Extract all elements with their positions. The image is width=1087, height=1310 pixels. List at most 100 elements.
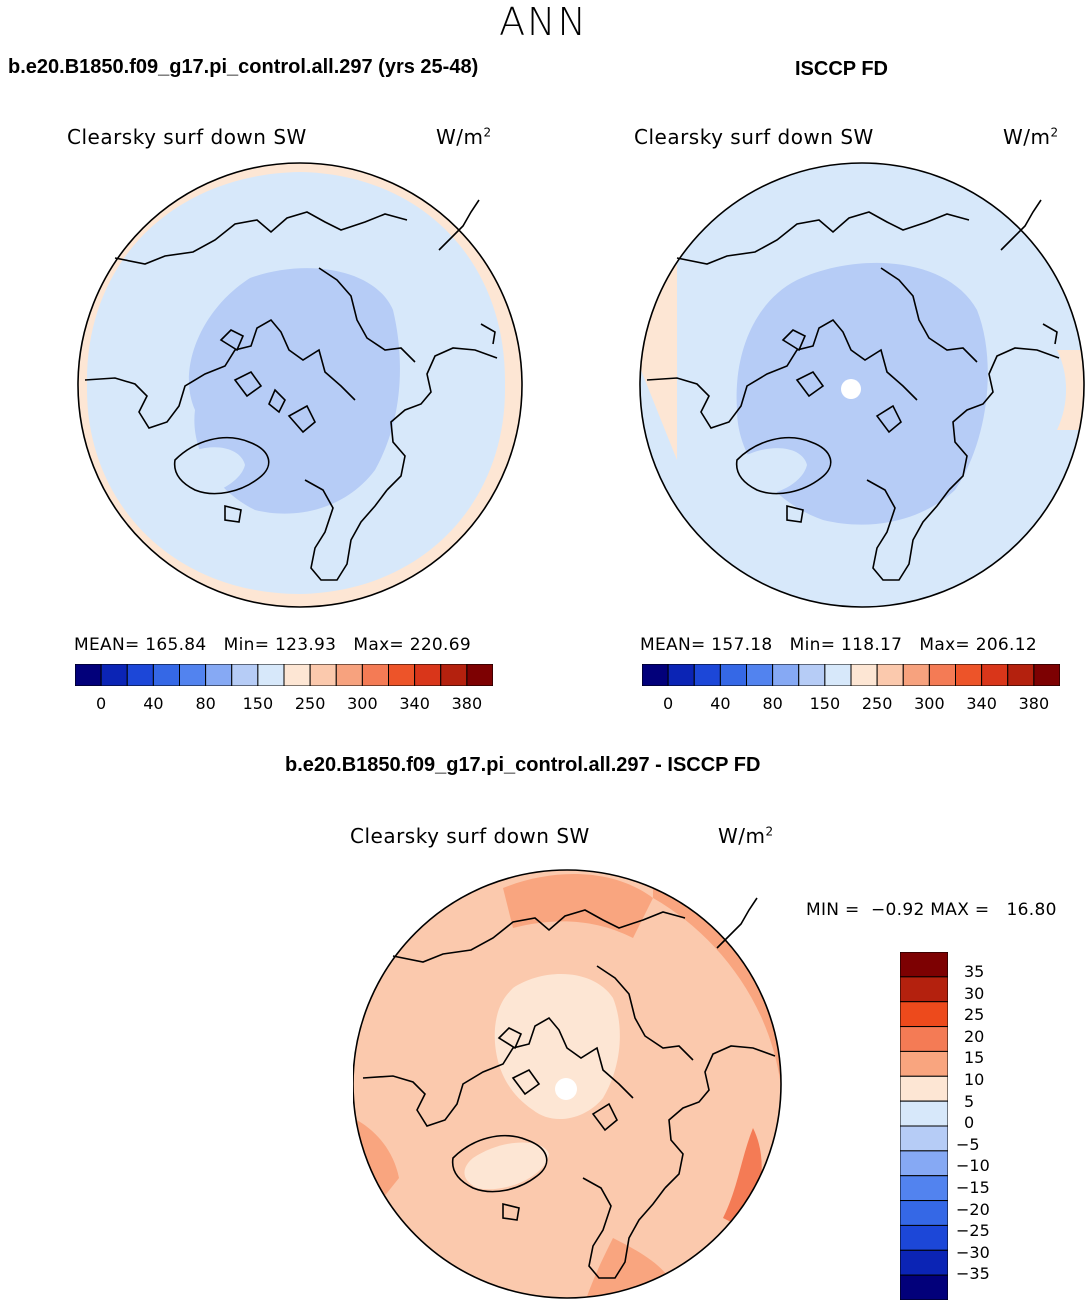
obs-panel-title: ISCCP FD xyxy=(795,58,888,80)
colorbar-swatch xyxy=(1033,663,1061,687)
obs-colorbar xyxy=(641,663,1061,687)
diff-colorbar-tick-label: 5 xyxy=(964,1091,975,1111)
obs-pole-hole xyxy=(841,379,861,399)
diff-colorbar-swatch xyxy=(899,1050,949,1077)
colorbar-swatch xyxy=(798,663,826,687)
diff-colorbar-tick-label: 15 xyxy=(964,1048,985,1068)
diff-colorbar-ticks: 35 30 25 20 15 10 5 0 −5 −10 −15 −20 −25 −30 −35 xyxy=(956,952,1036,1300)
diff-stats: MIN = −0.92 MAX = 16.80 xyxy=(806,900,1057,920)
colorbar-swatch xyxy=(955,663,983,687)
colorbar-swatch xyxy=(74,663,102,687)
colorbar-swatch xyxy=(746,663,774,687)
diff-colorbar-swatch xyxy=(899,976,949,1003)
obs-units-label: W/m2 xyxy=(1003,125,1059,149)
diff-colorbar xyxy=(899,951,949,1301)
colorbar-tick-label: 0 xyxy=(663,694,674,713)
colorbar-tick-label: 150 xyxy=(809,694,841,713)
colorbar-swatch xyxy=(205,663,233,687)
model-map-border xyxy=(77,162,523,608)
diff-units-label: W/m2 xyxy=(718,824,774,848)
colorbar-swatch xyxy=(361,663,389,687)
colorbar-tick-label: 250 xyxy=(294,694,326,713)
obs-stats: MEAN= 157.18 Min= 118.17 Max= 206.12 xyxy=(640,635,1037,655)
model-polar-map xyxy=(77,162,523,608)
obs-min: 118.17 xyxy=(840,635,903,655)
diff-colorbar-tick-label: −10 xyxy=(956,1156,990,1176)
model-stats: MEAN= 165.84 Min= 123.93 Max= 220.69 xyxy=(74,635,471,655)
colorbar-swatch xyxy=(466,663,494,687)
colorbar-swatch xyxy=(257,663,285,687)
colorbar-tick-label: 250 xyxy=(861,694,893,713)
model-variable-label: Clearsky surf down SW xyxy=(67,125,307,149)
diff-left-dark xyxy=(353,1118,399,1198)
colorbar-tick-label: 300 xyxy=(347,694,378,713)
diff-colorbar-swatch xyxy=(899,1224,949,1251)
diff-colorbar-swatch xyxy=(899,1075,949,1102)
diff-greenland-pale xyxy=(464,1142,549,1190)
colorbar-swatch xyxy=(641,663,669,687)
obs-mean: 157.18 xyxy=(711,635,773,655)
diff-colorbar-swatch xyxy=(899,1150,949,1177)
diff-colorbar-tick-label: 20 xyxy=(964,1026,985,1046)
obs-edge-peach-left xyxy=(640,260,677,460)
diff-colorbar-tick-label: 25 xyxy=(964,1005,985,1025)
colorbar-swatch xyxy=(179,663,207,687)
obs-variable-label: Clearsky surf down SW xyxy=(634,125,874,149)
colorbar-swatch xyxy=(440,663,468,687)
diff-colorbar-swatch xyxy=(899,1125,949,1152)
model-coastlines xyxy=(84,199,498,581)
model-min: 123.93 xyxy=(274,635,337,655)
model-mid-blue-region xyxy=(188,268,400,514)
season-title: ANN xyxy=(499,0,588,44)
diff-polar-map xyxy=(353,869,782,1299)
model-panel-title: b.e20.B1850.f09_g17.pi_control.all.297 (… xyxy=(8,56,479,78)
colorbar-swatch xyxy=(152,663,180,687)
colorbar-tick-label: 300 xyxy=(914,694,945,713)
model-colorbar-ticks: 0 40 80 150 250 300 340 380 xyxy=(75,694,493,714)
obs-coastlines xyxy=(646,199,1060,581)
colorbar-tick-label: 40 xyxy=(710,694,731,713)
colorbar-swatch xyxy=(309,663,337,687)
colorbar-swatch xyxy=(693,663,721,687)
colorbar-swatch xyxy=(928,663,956,687)
diff-colorbar-swatch xyxy=(899,1200,949,1226)
diff-colorbar-tick-label: −15 xyxy=(956,1178,990,1197)
diff-panel-title: b.e20.B1850.f09_g17.pi_control.all.297 -… xyxy=(285,754,761,776)
colorbar-swatch xyxy=(100,663,128,687)
colorbar-tick-label: 0 xyxy=(96,694,107,713)
diff-colorbar-tick-label: −20 xyxy=(956,1199,990,1219)
colorbar-tick-label: 80 xyxy=(762,694,783,713)
colorbar-swatch xyxy=(667,663,695,687)
model-greenland-pale xyxy=(172,447,245,496)
diff-colorbar-swatch xyxy=(899,1001,949,1028)
colorbar-swatch xyxy=(719,663,747,687)
diff-colorbar-tick-label: 35 xyxy=(964,962,985,981)
colorbar-swatch xyxy=(902,663,930,687)
colorbar-swatch xyxy=(772,663,800,687)
obs-max: 206.12 xyxy=(975,635,1037,655)
colorbar-swatch xyxy=(388,663,416,687)
diff-colorbar-swatch xyxy=(899,1274,949,1301)
diff-colorbar-tick-label: −35 xyxy=(956,1264,990,1284)
colorbar-tick-label: 150 xyxy=(242,694,274,713)
diff-max: 16.80 xyxy=(1006,900,1057,920)
diff-variable-label: Clearsky surf down SW xyxy=(350,824,590,848)
diff-colorbar-tick-label: 30 xyxy=(964,983,985,1003)
model-units-label: W/m2 xyxy=(436,125,492,149)
diff-min: −0.92 xyxy=(870,900,925,920)
colorbar-swatch xyxy=(876,663,904,687)
diff-colorbar-swatch xyxy=(899,1249,949,1276)
colorbar-swatch xyxy=(283,663,311,687)
colorbar-swatch xyxy=(231,663,259,687)
colorbar-swatch xyxy=(850,663,878,687)
diff-map-border xyxy=(353,869,782,1299)
obs-greenland-pale xyxy=(734,448,807,496)
colorbar-swatch xyxy=(335,663,363,687)
colorbar-tick-label: 80 xyxy=(195,694,216,713)
colorbar-tick-label: 380 xyxy=(451,694,483,713)
diff-coastlines xyxy=(362,897,776,1279)
colorbar-swatch xyxy=(126,663,154,687)
diff-colorbar-tick-label: 10 xyxy=(964,1070,985,1089)
obs-polar-map xyxy=(639,162,1085,608)
colorbar-tick-label: 380 xyxy=(1018,694,1050,713)
